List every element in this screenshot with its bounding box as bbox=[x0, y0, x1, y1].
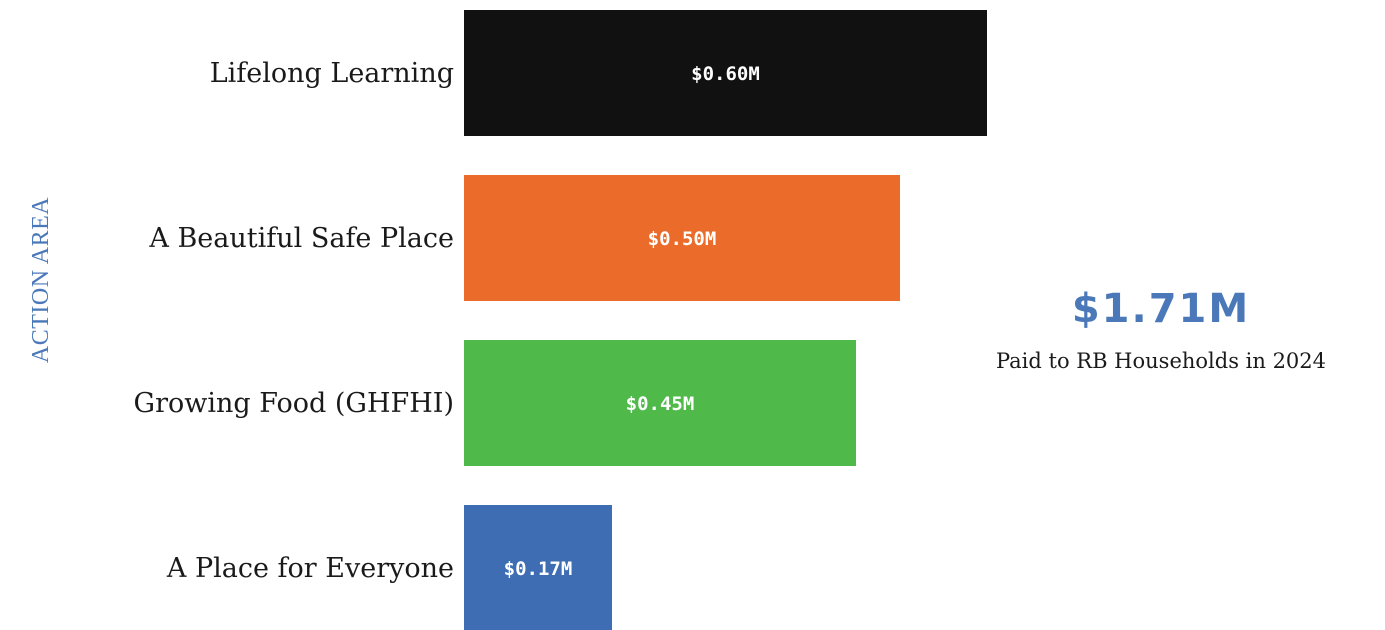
bars-group: Lifelong Learning $0.60M A Beautiful Safe … bbox=[134, 10, 987, 630]
bar-lifelong-learning bbox=[464, 10, 987, 136]
bar-growing-food bbox=[464, 340, 856, 466]
axis-title: ACTION AREA bbox=[28, 197, 54, 363]
data-label-lifelong-learning: $0.60M bbox=[691, 63, 760, 85]
data-label-beautiful-safe-place: $0.50M bbox=[648, 228, 717, 250]
data-label-place-for-everyone: $0.17M bbox=[504, 558, 573, 580]
bar-place-for-everyone bbox=[464, 505, 612, 630]
data-label-growing-food: $0.45M bbox=[626, 393, 695, 415]
total-caption: Paid to RB Households in 2024 bbox=[996, 349, 1326, 373]
category-label-beautiful-safe-place: A Beautiful Safe Place bbox=[148, 223, 454, 254]
total-amount: $1.71M bbox=[1072, 286, 1250, 332]
category-label-growing-food: Growing Food (GHFHI) bbox=[134, 388, 455, 419]
bar-beautiful-safe-place bbox=[464, 175, 900, 301]
category-label-place-for-everyone: A Place for Everyone bbox=[166, 553, 454, 584]
category-label-lifelong-learning: Lifelong Learning bbox=[210, 58, 454, 89]
